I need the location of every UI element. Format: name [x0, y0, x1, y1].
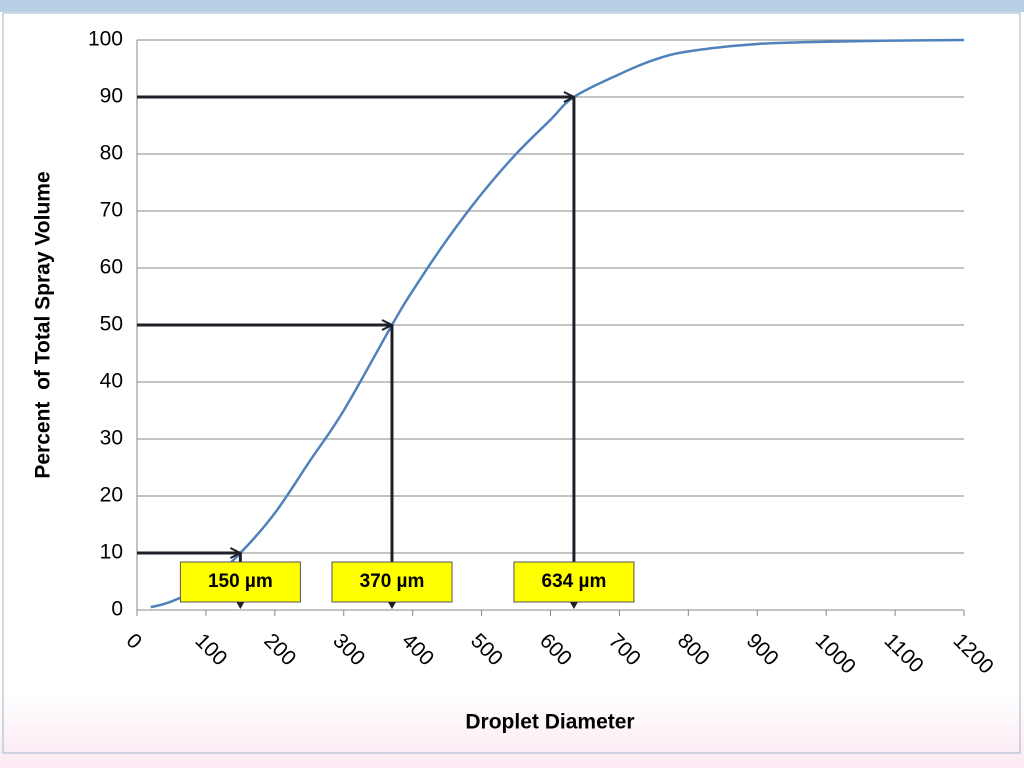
y-tick-label: 90: [100, 85, 123, 108]
annotation-pointer: [569, 602, 578, 609]
y-tick-label: 80: [100, 142, 123, 165]
annotation-label: 634 µm: [542, 571, 607, 592]
y-tick-label: 100: [88, 28, 123, 51]
annotation-pointer: [387, 602, 396, 609]
y-tick-label: 70: [100, 199, 123, 222]
annotation-box: [179, 561, 301, 603]
y-tick-label: 60: [100, 256, 123, 279]
annotation-label: 370 µm: [360, 571, 425, 592]
y-tick-label: 30: [100, 427, 123, 450]
frame: [2, 12, 1021, 754]
y-tick-label: 20: [100, 484, 123, 507]
y-tick-label: 0: [111, 598, 123, 621]
annotation-pointer: [236, 602, 245, 609]
annotation-box: [513, 561, 635, 603]
y-tick-label: 10: [100, 541, 123, 564]
y-tick-label: 40: [100, 370, 123, 393]
annotation-label: 150 µm: [208, 571, 273, 592]
top-bar: [0, 0, 1024, 12]
y-axis-label: Percent of Total Spray Volume: [32, 171, 55, 478]
data-line: [150, 38, 965, 609]
x-axis-label: Droplet Diameter: [465, 711, 634, 734]
annotation-box: [331, 561, 453, 603]
y-tick-label: 50: [100, 313, 123, 336]
